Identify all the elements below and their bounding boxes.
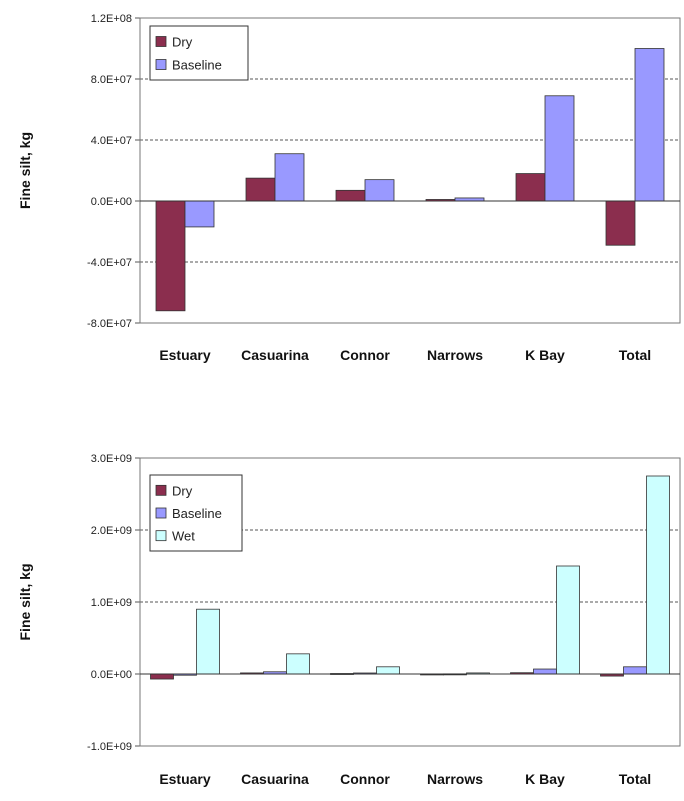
y-tick-label: 8.0E+07 (91, 74, 132, 86)
legend-label-dry: Dry (172, 35, 193, 50)
category-label: Estuary (159, 771, 211, 787)
category-label: Estuary (159, 347, 211, 363)
bar-baseline-casuarina (274, 153, 305, 202)
y-tick-label: 1.2E+08 (91, 13, 132, 25)
bar-baseline-connor (364, 179, 395, 202)
category-label: Narrows (427, 771, 483, 787)
bar-dry-casuarina (245, 177, 276, 202)
legend-swatch-baseline (155, 507, 167, 519)
category-label: Connor (340, 771, 390, 787)
y-tick-label: 1.0E+09 (91, 597, 132, 609)
bar-baseline-total (634, 48, 665, 202)
y-tick-label: 0.0E+00 (91, 196, 132, 208)
category-label: Narrows (427, 347, 483, 363)
legend-label-baseline: Baseline (172, 506, 222, 521)
y-tick-label: -4.0E+07 (87, 257, 132, 269)
bar-baseline-estuary (184, 200, 215, 228)
y-tick-label: 0.0E+00 (91, 669, 132, 681)
y-tick-label: 2.0E+09 (91, 525, 132, 537)
bar-dry-connor (335, 189, 366, 202)
bar-dry-total (605, 200, 636, 246)
bar-dry-estuary (155, 200, 186, 312)
legend-swatch-wet (155, 530, 167, 542)
legend-swatch-dry (155, 36, 167, 47)
bar-wet-casuarina (286, 653, 310, 675)
chart-bottom-svg: -1.0E+09 0.0E+00 1.0E+09 2.0E+09 3.0E+09 Estu… (17, 453, 681, 787)
bar-wet-connor (376, 666, 400, 675)
legend-label-dry: Dry (172, 483, 193, 498)
y-axis-label: Fine silt, kg (17, 563, 33, 640)
chart-top-svg: -8.0E+07 -4.0E+07 0.0E+00 4.0E+07 8.0E+07 1.2… (17, 13, 681, 363)
category-label: K Bay (525, 347, 565, 363)
bar-dry-estuary (150, 673, 174, 680)
bar-wet-total (646, 475, 670, 675)
chart-top: -8.0E+07 -4.0E+07 0.0E+00 4.0E+07 8.0E+07 1.2… (0, 0, 684, 380)
legend-label-baseline: Baseline (172, 58, 222, 73)
y-tick-label: 4.0E+07 (91, 135, 132, 147)
chart-bottom: -1.0E+09 0.0E+00 1.0E+09 2.0E+09 3.0E+09 Estu… (0, 440, 684, 796)
bar-baseline-k-bay (533, 668, 557, 675)
bar-baseline-k-bay (544, 95, 575, 202)
y-tick-label: -8.0E+07 (87, 318, 132, 330)
category-label: Casuarina (241, 771, 309, 787)
category-label: Total (619, 347, 651, 363)
y-axis-label: Fine silt, kg (17, 132, 33, 209)
plot-frame (139, 17, 681, 324)
legend-swatch-dry (155, 484, 167, 496)
category-label: Total (619, 771, 651, 787)
legend-box (149, 25, 249, 81)
legend-label-wet: Wet (172, 529, 195, 544)
y-tick-label: -1.0E+09 (87, 741, 132, 753)
bar-dry-k-bay (515, 173, 546, 202)
bar-wet-k-bay (556, 565, 580, 675)
bar-wet-estuary (196, 608, 220, 675)
category-label: Connor (340, 347, 390, 363)
category-label: Casuarina (241, 347, 309, 363)
plot-frame (139, 457, 681, 747)
y-tick-label: 3.0E+09 (91, 453, 132, 465)
category-label: K Bay (525, 771, 565, 787)
legend-swatch-baseline (155, 59, 167, 70)
bar-baseline-total (623, 666, 647, 675)
